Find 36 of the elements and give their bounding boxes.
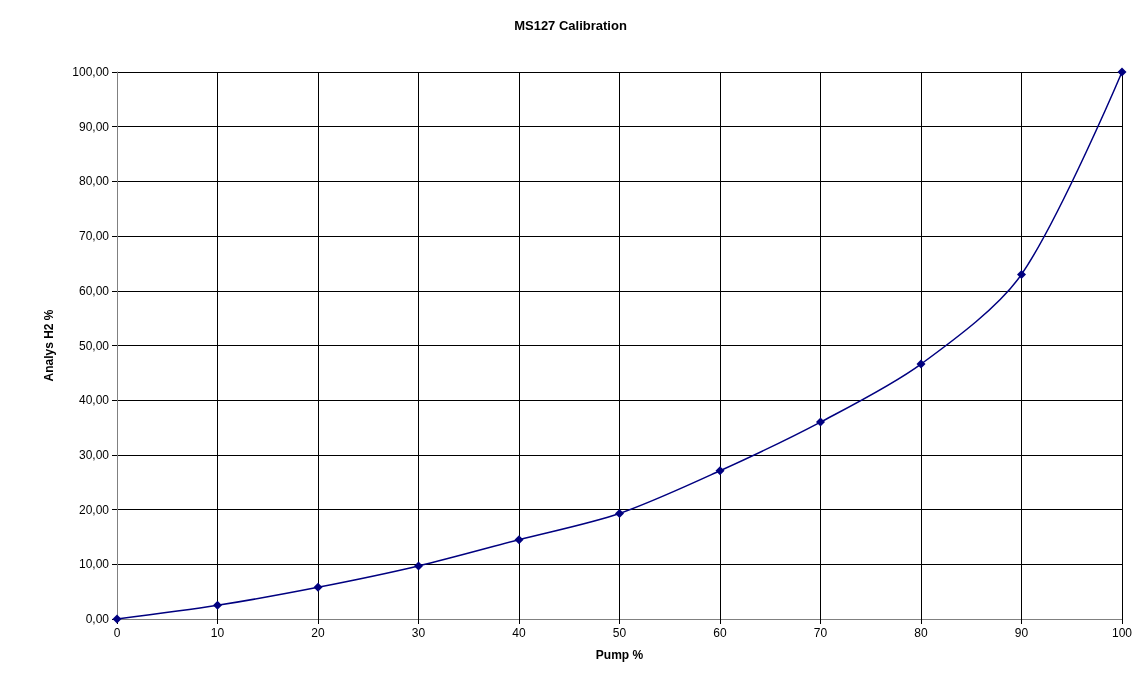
- y-tick-label: 30,00: [78, 447, 110, 462]
- point: [715, 466, 725, 476]
- x-axis-title: Pump %: [595, 648, 644, 662]
- x-tick-label: 20: [311, 626, 325, 640]
- y-tick-label: 60,00: [78, 283, 110, 298]
- point: [112, 614, 122, 624]
- x-tick-label: 40: [512, 626, 526, 640]
- y-tick-label: 100,00: [72, 65, 110, 79]
- y-tick-label: 20,00: [78, 502, 110, 517]
- point: [1117, 67, 1127, 77]
- point: [615, 508, 624, 518]
- y-tick-label: 90,00: [78, 119, 110, 134]
- point: [414, 561, 423, 571]
- x-tick-label: 90: [1014, 626, 1029, 640]
- chart-title: MS127 Calibration: [514, 18, 627, 33]
- x-tick-label: 100: [1111, 626, 1133, 640]
- point: [213, 600, 222, 610]
- x-tick-label: 0: [113, 626, 121, 640]
- y-tick-label: 0,00: [85, 612, 110, 626]
- point: [1017, 269, 1026, 279]
- y-tick-label: 40,00: [78, 393, 110, 408]
- y-tick-label: 70,00: [78, 229, 110, 244]
- point: [916, 359, 926, 369]
- point: [816, 417, 825, 427]
- x-tick-label: 50: [612, 626, 627, 640]
- y-tick-label: 80,00: [78, 174, 110, 189]
- x-tick-label: 80: [914, 626, 928, 640]
- x-tick-label: 30: [411, 626, 426, 640]
- x-tick-label: 70: [813, 626, 828, 640]
- point: [313, 582, 323, 592]
- y-tick-label: 10,00: [78, 557, 110, 572]
- x-tick-label: 60: [713, 626, 727, 640]
- y-axis-title: Analys H2 %: [42, 309, 56, 382]
- point: [514, 535, 524, 545]
- x-tick-label: 10: [210, 626, 225, 640]
- y-tick-label: 50,00: [78, 338, 110, 353]
